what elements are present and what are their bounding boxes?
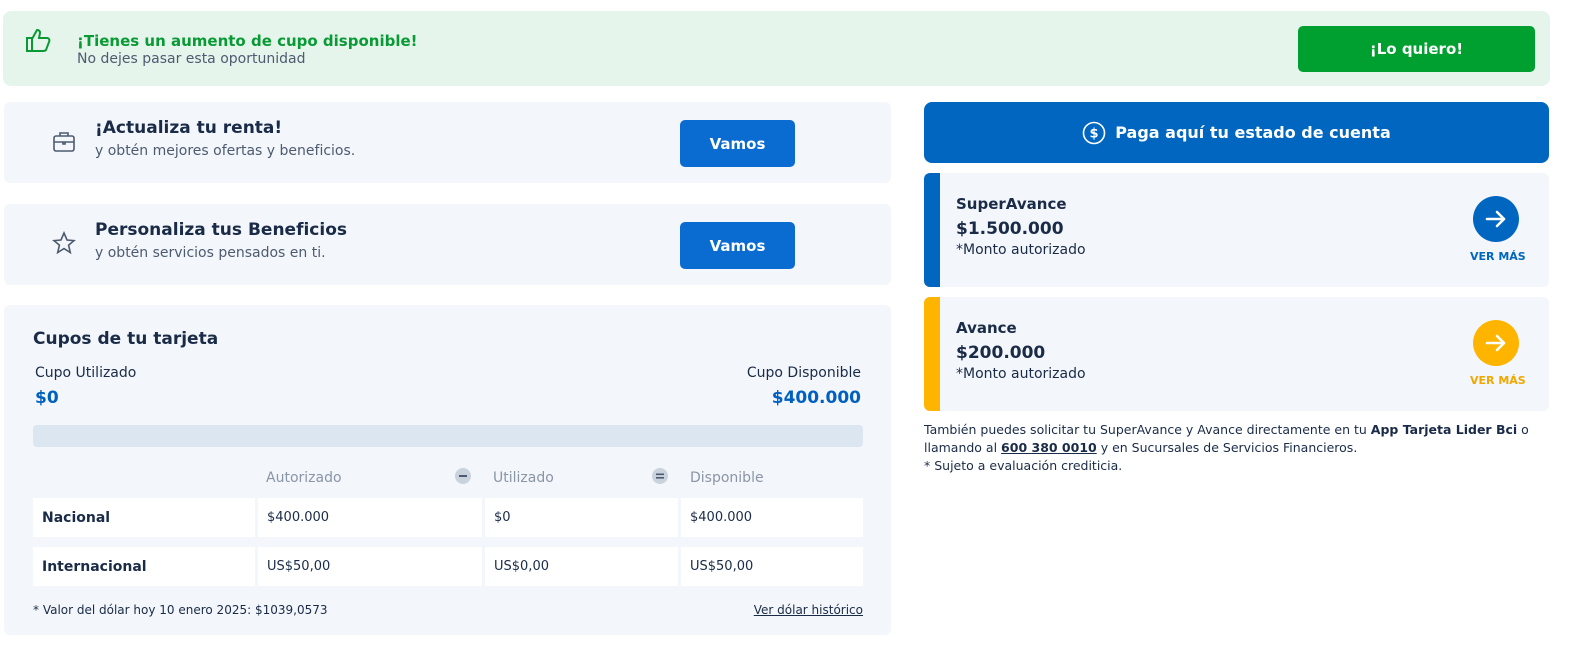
offer-card: SuperAvance $1.500.000 *Monto autorizado VE… <box>924 173 1549 287</box>
promo-subtitle: y obtén servicios pensados en ti. <box>95 245 326 261</box>
offer-amount: $1.500.000 <box>956 219 1064 239</box>
offer-card: Avance $200.000 *Monto autorizado VER MÁS <box>924 297 1549 411</box>
column-header: Autorizado <box>266 470 342 486</box>
table-cell: $400.000 <box>681 498 863 537</box>
column-header: Utilizado <box>493 470 554 486</box>
offer-amount: $200.000 <box>956 343 1046 363</box>
pay-button[interactable]: $ Paga aquí tu estado de cuenta <box>924 102 1549 163</box>
table-cell: $0 <box>485 498 678 537</box>
promo-card: ¡Actualiza tu renta! y obtén mejores ofe… <box>4 102 891 183</box>
banner-subtitle: No dejes pasar esta oportunidad <box>77 51 306 67</box>
arrow-button[interactable] <box>1473 196 1519 242</box>
available-value: $400.000 <box>771 388 861 408</box>
table-cell: Nacional <box>33 498 255 537</box>
available-label: Cupo Disponible <box>746 365 861 381</box>
info-text: También puedes solicitar tu SuperAvance … <box>924 421 1549 475</box>
info-text-part: También puedes solicitar tu SuperAvance … <box>924 422 1367 437</box>
table-cell: US$50,00 <box>681 547 863 586</box>
footnote: * Valor del dólar hoy 10 enero 2025: $10… <box>33 603 328 617</box>
banner-title: ¡Tienes un aumento de cupo disponible! <box>77 32 418 50</box>
briefcase-icon <box>53 132 75 152</box>
info-text-part: o llamando al <box>924 422 1529 455</box>
arrow-button[interactable] <box>1473 320 1519 366</box>
column-header: Disponible <box>690 470 764 486</box>
promo-title: Personaliza tus Beneficios <box>95 220 347 240</box>
info-text-part: y en Sucursales de Servicios Financieros… <box>1100 440 1358 455</box>
banner-button[interactable]: ¡Lo quiero! <box>1298 26 1535 72</box>
history-link[interactable]: Ver dólar histórico <box>753 603 863 617</box>
promo-title: ¡Actualiza tu renta! <box>95 118 283 138</box>
minus-icon <box>455 468 471 484</box>
thumb-icon <box>26 28 51 52</box>
banner: ¡Tienes un aumento de cupo disponible! N… <box>3 11 1550 86</box>
promo-button[interactable]: Vamos <box>680 222 795 269</box>
limits-title: Cupos de tu tarjeta <box>33 329 219 349</box>
svg-text:$: $ <box>1090 126 1099 141</box>
table-cell: $400.000 <box>258 498 482 537</box>
promo-button[interactable]: Vamos <box>680 120 795 167</box>
see-more-link[interactable]: VER MÁS <box>1470 250 1526 263</box>
app-name: App Tarjeta Lider Bci <box>1370 422 1518 437</box>
used-label: Cupo Utilizado <box>35 365 137 381</box>
star-icon <box>52 231 76 255</box>
equals-icon <box>652 468 668 484</box>
used-value: $0 <box>35 388 59 408</box>
dollar-icon: $ <box>1082 121 1106 144</box>
offer-stripe <box>924 173 940 287</box>
promo-card: Personaliza tus Beneficios y obtén servi… <box>4 204 891 285</box>
see-more-link[interactable]: VER MÁS <box>1470 374 1526 387</box>
progress-bar <box>33 425 863 447</box>
arrow-icon <box>1485 334 1506 352</box>
table-cell: US$0,00 <box>485 547 678 586</box>
pay-label: Paga aquí tu estado de cuenta <box>1115 123 1391 142</box>
offer-note: *Monto autorizado <box>956 366 1086 382</box>
offer-note: *Monto autorizado <box>956 242 1086 258</box>
promo-subtitle: y obtén mejores ofertas y beneficios. <box>95 143 356 159</box>
info-note: * Sujeto a evaluación crediticia. <box>924 458 1123 473</box>
table-cell: Internacional <box>33 547 255 586</box>
phone[interactable]: 600 380 0010 <box>1001 440 1097 455</box>
offer-stripe <box>924 297 940 411</box>
table-cell: US$50,00 <box>258 547 482 586</box>
offer-title: Avance <box>956 319 1017 337</box>
offer-title: SuperAvance <box>956 195 1067 213</box>
arrow-icon <box>1485 210 1506 228</box>
